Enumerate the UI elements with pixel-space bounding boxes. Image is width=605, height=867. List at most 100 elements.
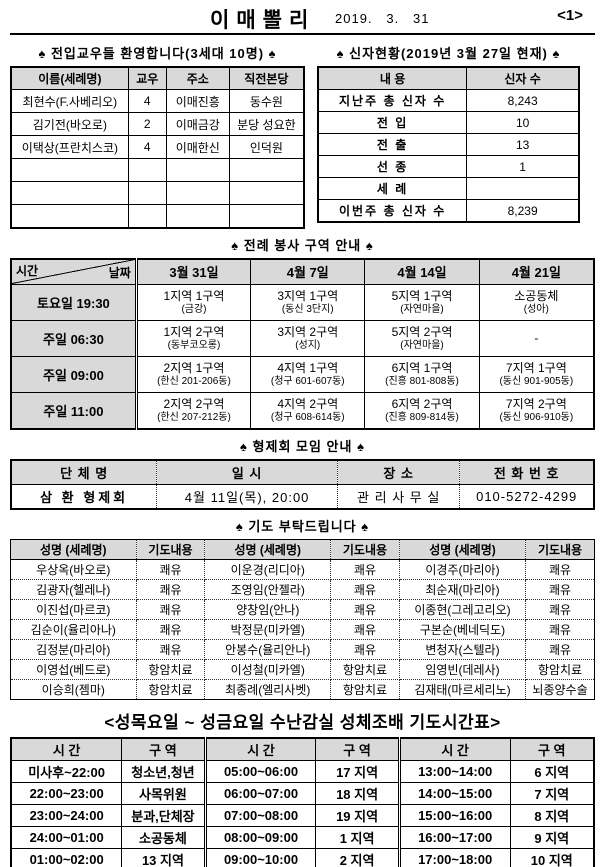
table-row: 전 출 13 <box>317 133 580 156</box>
zone-cell: 6지역 1구역 (진흥 801-808동) <box>364 356 480 393</box>
table-row: 김정분(마리아) 쾌유 안봉수(율리안나) 쾌유 변청자(스텔라) 쾌유 <box>10 638 595 660</box>
table-cell: 이종현(그레고리오) <box>398 598 527 620</box>
date-column-header: 3월 31일 <box>134 258 252 285</box>
table-row: 우상옥(바오로) 쾌유 이운경(리디아) 쾌유 이경주(마리아) 쾌유 <box>10 558 595 580</box>
table-row: 주일 09:00 2지역 1구역 (한신 201-206동) 4지역 1구역 (청구 6… <box>10 356 595 393</box>
date-column-header: 4월 14일 <box>364 258 480 285</box>
zone-cell: 7지역 1구역 (동신 901-905동) <box>478 356 595 393</box>
table-row <box>10 181 305 205</box>
table-cell <box>228 158 305 182</box>
page-number: <1> <box>557 7 583 24</box>
corner-header: 시간 날짜 <box>10 258 137 285</box>
table-row: 이영섭(베드로) 항암치료 이성철(미카엘) 항암치료 임영빈(데레사) 항암치료 <box>10 658 595 680</box>
table-cell: 쾌유 <box>330 558 400 580</box>
table-cell: 쾌유 <box>330 578 400 600</box>
table-cell: 이경주(마리아) <box>398 558 527 580</box>
welcome-table: 이름(세례명) 교우 주소 직전본당 최현수(F.사베리오) 4 이매진흥 동수원 김기전(바… <box>10 66 305 229</box>
table-row: 이진섭(마르코) 쾌유 양창임(안나) 쾌유 이종현(그레고리오) 쾌유 <box>10 598 595 620</box>
table-cell <box>127 181 167 205</box>
table-cell: 16:00~17:00 <box>397 825 511 849</box>
table-cell: 10 <box>466 111 580 134</box>
table-cell: 이매진흥 <box>165 89 230 113</box>
column-header: 전 화 번 호 <box>459 459 595 485</box>
zone-cell: 5지역 1구역 (자연마을) <box>364 284 480 321</box>
table-cell: 이성철(미카엘) <box>204 658 331 680</box>
column-header: 구 역 <box>315 737 400 761</box>
table-row: 이승희(젬마) 항암치료 최종례(엘리사벳) 항암치료 김재태(마르세리노) 뇌종양수술 <box>10 678 595 700</box>
table-cell: 전 출 <box>317 133 468 156</box>
column-header: 이름(세례명) <box>10 66 129 90</box>
table-cell <box>228 181 305 205</box>
table-cell: 13 <box>466 133 580 156</box>
table-cell: 쾌유 <box>525 638 595 660</box>
table-cell: 분당 성요한 <box>228 112 305 136</box>
table-cell: 김정분(마리아) <box>10 638 137 660</box>
table-cell: 17 지역 <box>315 759 400 783</box>
schedule-title: <성목요일 ~ 성금요일 수난감실 성체조배 기도시간표> <box>104 712 501 732</box>
table-cell: 4 <box>127 135 167 159</box>
status-section: ♠ 신자현황(2019년 3월 27일 현재) ♠ 내 용 신자 수 지난주 총 … <box>317 41 580 223</box>
table-cell: 항암치료 <box>135 658 206 680</box>
table-cell: 8 지역 <box>509 803 595 827</box>
table-cell: 삼 환 형제회 <box>10 483 158 509</box>
table-row: 전 입 10 <box>317 111 580 134</box>
liturgy-table: 시간 날짜 3월 31일 4월 7일 4월 14일 4월 21일 토요일 19:30 1… <box>10 257 595 430</box>
top-section: ♠ 전입교우들 환영합니다(3세대 10명) ♠ 이름(세례명) 교우 주소 직전본당… <box>10 41 595 229</box>
table-row: 최현수(F.사베리오) 4 이매진흥 동수원 <box>10 89 305 113</box>
table-cell: 23:00~24:00 <box>10 803 123 827</box>
column-header: 교우 <box>127 66 167 90</box>
table-cell: 010-5272-4299 <box>459 483 595 509</box>
table-cell: 박정문(미카엘) <box>204 618 331 640</box>
table-cell: 13:00~14:00 <box>397 759 511 783</box>
table-cell: 24:00~01:00 <box>10 825 123 849</box>
table-cell: 사목위원 <box>121 781 206 805</box>
table-cell: 소공동체 <box>121 825 206 849</box>
time-row-header: 주일 11:00 <box>10 392 137 429</box>
table-cell: 최종례(엘리사벳) <box>204 678 331 700</box>
table-cell: 전 입 <box>317 111 468 134</box>
table-cell: 항암치료 <box>330 658 400 680</box>
table-cell: 1 지역 <box>315 825 400 849</box>
table-row: 22:00~23:00 사목위원 06:00~07:00 18 지역 14:00~15:… <box>10 781 595 805</box>
table-cell <box>165 204 230 228</box>
table-row <box>10 158 305 182</box>
table-cell: 김광자(헬레나) <box>10 578 137 600</box>
table-cell: 최현수(F.사베리오) <box>10 89 129 113</box>
zone-cell: 소공동체 (성아) <box>478 284 595 321</box>
column-header: 시 간 <box>10 737 123 761</box>
table-cell: 쾌유 <box>135 578 206 600</box>
date-column-header: 4월 21일 <box>478 258 595 285</box>
table-cell: 2 지역 <box>315 847 400 867</box>
zone-cell: 7지역 2구역 (동신 906-910동) <box>478 392 595 429</box>
table-cell: 뇌종양수술 <box>525 678 595 700</box>
table-cell: 08:00~09:00 <box>203 825 317 849</box>
table-row <box>10 204 305 228</box>
table-row: 01:00~02:00 13 지역 09:00~10:00 2 지역 17:00~18:… <box>10 847 595 867</box>
table-cell: 쾌유 <box>525 618 595 640</box>
table-row: 세 례 <box>317 177 580 200</box>
time-row-header: 토요일 19:30 <box>10 284 137 321</box>
table-cell: 청소년,청년 <box>121 759 206 783</box>
masthead: 이매뽈리 2019. 3. 31 <1> <box>10 4 595 32</box>
table-cell: 4월 11일(목), 20:00 <box>156 483 338 509</box>
welcome-section: ♠ 전입교우들 환영합니다(3세대 10명) ♠ 이름(세례명) 교우 주소 직전본당… <box>10 41 305 229</box>
column-header: 기도내용 <box>135 538 206 560</box>
table-cell: 쾌유 <box>135 598 206 620</box>
table-row: 토요일 19:30 1지역 1구역 (금강) 3지역 1구역 (동신 3단지) 5지역 1… <box>10 284 595 321</box>
column-header: 주소 <box>165 66 230 90</box>
table-cell: 조영임(안젤라) <box>204 578 331 600</box>
zone-cell: 1지역 1구역 (금강) <box>134 284 252 321</box>
table-cell: 19 지역 <box>315 803 400 827</box>
table-cell: 4 <box>127 89 167 113</box>
table-cell: 선 종 <box>317 155 468 178</box>
zone-cell: - <box>478 320 595 357</box>
zone-cell: 5지역 2구역 (자연마을) <box>364 320 480 357</box>
table-row: 김기전(바오로) 2 이매금강 분당 성요한 <box>10 112 305 136</box>
table-cell: 9 지역 <box>509 825 595 849</box>
table-cell: 항암치료 <box>135 678 206 700</box>
header-row: 내 용 신자 수 <box>317 66 580 90</box>
